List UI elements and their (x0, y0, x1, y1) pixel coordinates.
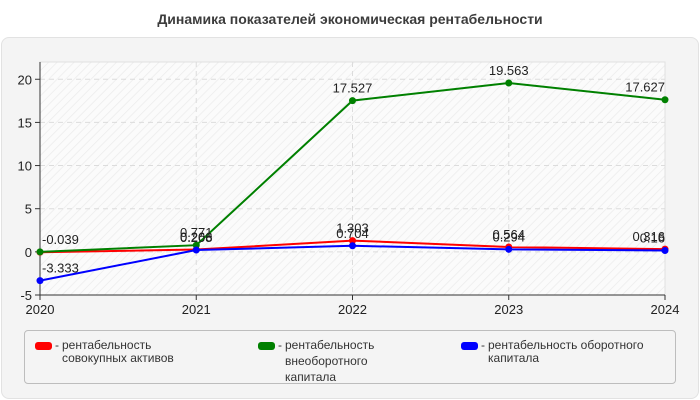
svg-text:-3.333: -3.333 (42, 261, 79, 276)
svg-text:2022: 2022 (338, 302, 367, 317)
legend-swatch-red (35, 342, 52, 350)
legend-label: рентабельность совокупных активов (62, 338, 174, 365)
svg-text:10: 10 (18, 159, 32, 174)
svg-text:2024: 2024 (651, 302, 680, 317)
legend-swatch-green (258, 342, 275, 350)
legend-item-total-assets[interactable]: - рентабельность совокупных активов (35, 339, 217, 365)
svg-text:17.527: 17.527 (333, 81, 373, 96)
svg-text:0.704: 0.704 (336, 226, 369, 241)
svg-text:15: 15 (18, 115, 32, 130)
svg-text:2021: 2021 (182, 302, 211, 317)
svg-text:2020: 2020 (26, 302, 55, 317)
svg-text:-5: -5 (20, 288, 32, 303)
svg-text:17.627: 17.627 (625, 80, 665, 95)
svg-text:0.316: 0.316 (632, 229, 665, 244)
legend-label: рентабельность оборотного капитала (488, 338, 644, 365)
svg-text:0.266: 0.266 (180, 230, 213, 245)
chart-title: Динамика показателей экономическая рента… (157, 11, 543, 27)
svg-text:2023: 2023 (494, 302, 523, 317)
svg-text:0.564: 0.564 (492, 227, 525, 242)
svg-text:0.771: 0.771 (180, 225, 213, 240)
svg-text:20: 20 (18, 72, 32, 87)
svg-text:-0.039: -0.039 (42, 232, 79, 247)
legend-swatch-blue (461, 342, 478, 350)
svg-text:19.563: 19.563 (489, 63, 529, 78)
legend-item-noncurrent-capital[interactable]: - рентабельность внеоборотного капитала (258, 338, 405, 385)
legend-item-working-capital[interactable]: - рентабельность оборотного капитала (461, 339, 673, 365)
svg-text:5: 5 (25, 202, 32, 217)
svg-text:0.294: 0.294 (492, 229, 525, 244)
legend: - рентабельность совокупных активов - ре… (24, 330, 676, 384)
svg-text:0.208: 0.208 (180, 230, 213, 245)
svg-text:1.303: 1.303 (336, 221, 369, 236)
legend-label: рентабельность внеоборотного капитала (285, 338, 375, 384)
svg-text:0.16: 0.16 (640, 230, 665, 245)
svg-text:0: 0 (25, 245, 32, 260)
